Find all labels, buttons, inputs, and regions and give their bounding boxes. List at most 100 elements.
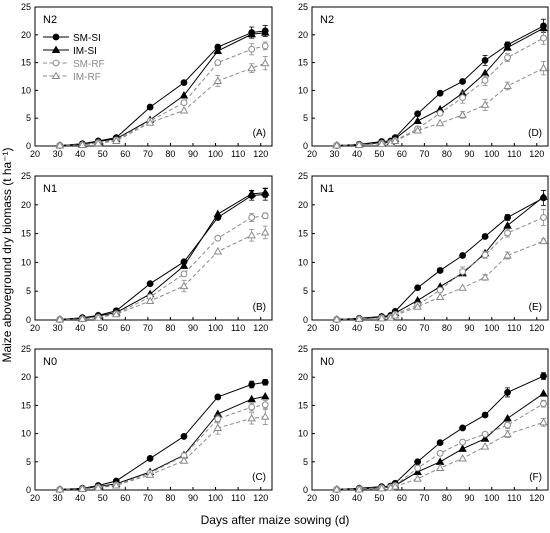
data-point — [377, 313, 386, 322]
x-tick-label: 100 — [208, 493, 223, 503]
data-point — [180, 79, 188, 87]
x-tick-label: 20 — [30, 149, 40, 159]
x-tick-label: 40 — [75, 493, 85, 503]
panel-label: (C) — [252, 472, 266, 483]
chart-panel: 20 30 40 50 60 70 80 90 100 110 120 0 5 10 15 20 25 N0 (F) — [298, 344, 549, 503]
x-tick-label: 40 — [352, 149, 362, 159]
x-tick-label: 40 — [75, 323, 85, 333]
y-tick-label: 5 — [26, 113, 31, 123]
data-point — [436, 449, 444, 457]
y-tick-label: 10 — [298, 429, 308, 439]
x-tick-label: 100 — [484, 323, 499, 333]
data-point — [504, 229, 511, 237]
data-point — [414, 284, 422, 292]
series-line — [59, 192, 266, 320]
data-point — [481, 233, 489, 240]
data-point — [504, 214, 511, 221]
x-tick-label: 30 — [329, 149, 339, 159]
nitrogen-level-label: N1 — [43, 183, 57, 195]
y-tick-label: 0 — [26, 141, 31, 151]
data-point — [480, 272, 490, 281]
y-tick-label: 5 — [303, 113, 308, 123]
data-point — [459, 94, 466, 102]
data-point — [540, 214, 547, 221]
series-line — [336, 25, 544, 146]
legend-marker — [52, 59, 60, 67]
data-point — [413, 116, 422, 125]
x-tick-label: 70 — [419, 493, 429, 503]
data-point — [111, 309, 121, 318]
data-point — [480, 100, 490, 108]
data-point — [261, 378, 269, 386]
data-point — [260, 188, 270, 196]
x-tick-label: 40 — [75, 149, 85, 159]
data-point — [332, 141, 341, 149]
x-tick-label: 30 — [329, 323, 339, 333]
data-point — [390, 310, 400, 319]
panel-label: (D) — [528, 128, 542, 139]
data-point — [247, 394, 256, 403]
data-point — [213, 76, 223, 84]
x-tick-label: 90 — [188, 323, 198, 333]
data-point — [260, 228, 270, 236]
legend-label: SM-RF — [73, 59, 105, 70]
data-point — [93, 138, 103, 147]
y-tick-label: 15 — [298, 58, 308, 68]
y-tick-label: 5 — [26, 457, 31, 467]
data-point — [214, 59, 222, 66]
y-tick-label: 25 — [298, 171, 308, 181]
series-line — [336, 421, 544, 490]
y-tick-label: 20 — [21, 30, 31, 40]
data-point — [480, 434, 490, 442]
data-point — [247, 63, 256, 72]
x-tick-label: 50 — [98, 323, 108, 333]
x-tick-label: 60 — [120, 493, 130, 503]
y-tick-label: 15 — [298, 400, 308, 410]
data-point — [213, 209, 223, 218]
data-point — [503, 429, 512, 438]
data-point — [390, 482, 400, 490]
data-point — [390, 136, 400, 145]
data-point — [377, 483, 386, 492]
data-point — [214, 415, 222, 423]
data-point — [414, 458, 422, 466]
data-point — [145, 470, 155, 478]
nitrogen-level-label: N2 — [320, 14, 334, 26]
data-point — [413, 302, 422, 310]
data-point — [179, 281, 189, 290]
data-point — [436, 89, 444, 97]
data-point — [414, 110, 422, 118]
series-line — [59, 381, 266, 490]
data-point — [332, 485, 341, 493]
series-line — [336, 197, 544, 320]
plot-frame — [311, 6, 549, 147]
legend-marker — [52, 33, 60, 41]
data-point — [459, 252, 466, 259]
data-point — [459, 424, 466, 432]
nitrogen-level-label: N1 — [320, 183, 334, 195]
data-point — [480, 442, 490, 450]
chart-panel: 20 30 40 50 60 70 80 90 100 110 120 0 5 10 15 20 25 N0 (C) — [21, 344, 273, 503]
data-point — [213, 46, 223, 54]
series-line — [59, 193, 266, 320]
x-tick-label: 30 — [329, 493, 339, 503]
data-point — [55, 315, 65, 323]
x-tick-label: 120 — [529, 323, 544, 333]
data-point — [481, 411, 489, 419]
nitrogen-level-label: N0 — [320, 356, 334, 368]
x-tick-label: 110 — [231, 323, 245, 333]
x-tick-label: 100 — [484, 149, 499, 159]
data-point — [503, 251, 512, 259]
x-tick-label: 110 — [507, 323, 521, 333]
plot-frame — [34, 175, 273, 321]
series-line — [59, 404, 266, 490]
series-line — [59, 395, 266, 490]
data-point — [213, 423, 223, 432]
data-point — [436, 439, 444, 447]
data-point — [332, 315, 341, 323]
series-line — [336, 217, 544, 320]
plot-frame — [311, 175, 549, 321]
data-point — [55, 485, 65, 493]
y-tick-label: 10 — [21, 85, 31, 95]
y-tick-label: 15 — [21, 58, 31, 68]
